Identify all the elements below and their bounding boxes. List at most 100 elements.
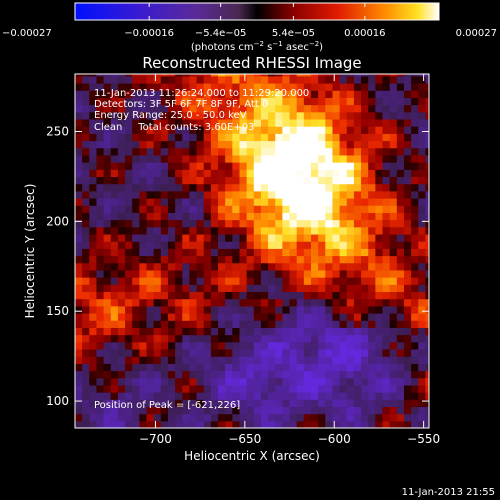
heatmap-cell — [103, 305, 112, 314]
heatmap-cell — [339, 74, 348, 77]
heatmap-cell — [210, 262, 219, 271]
heatmap-cell — [425, 370, 429, 379]
heatmap-cell — [89, 97, 98, 106]
heatmap-cell — [89, 370, 98, 379]
heatmap-cell — [139, 241, 148, 249]
heatmap-cell — [125, 147, 133, 156]
heatmap-cell — [218, 392, 226, 400]
heatmap-cell — [289, 241, 298, 249]
heatmap-cell — [425, 384, 429, 393]
heatmap-cell — [253, 190, 262, 199]
heatmap-cell — [218, 154, 226, 163]
heatmap-cell — [396, 406, 405, 415]
heatmap-cell — [260, 363, 269, 372]
heatmap-cell — [296, 284, 305, 293]
heatmap-cell — [82, 147, 90, 156]
heatmap-cell — [196, 298, 205, 307]
heatmap-cell — [368, 212, 376, 221]
heatmap-cell — [346, 111, 355, 120]
heatmap-cell — [268, 291, 276, 300]
heatmap-cell — [418, 262, 427, 271]
heatmap-cell — [246, 392, 255, 400]
heatmap-cell — [167, 75, 176, 84]
heatmap-cell — [325, 399, 334, 408]
heatmap-cell — [296, 212, 305, 221]
heatmap-cell — [139, 205, 148, 213]
heatmap-cell — [282, 384, 291, 393]
heatmap-cell — [368, 341, 376, 350]
heatmap-cell — [153, 312, 162, 321]
heatmap-cell — [203, 226, 212, 235]
heatmap-cell — [403, 183, 412, 192]
heatmap-cell — [353, 169, 362, 178]
heatmap-cell — [203, 305, 212, 314]
heatmap-cell — [218, 212, 226, 221]
heatmap-cell — [389, 305, 398, 314]
heatmap-cell — [182, 356, 191, 364]
heatmap-cell — [196, 233, 205, 242]
heatmap-cell — [132, 82, 140, 91]
heatmap-cell — [411, 241, 419, 249]
heatmap-cell — [225, 226, 233, 235]
heatmap-cell — [96, 205, 105, 213]
heatmap-cell — [139, 212, 148, 221]
heatmap-cell — [89, 75, 98, 84]
heatmap-cell — [167, 291, 176, 300]
heatmap-cell — [246, 241, 255, 249]
heatmap-cell — [260, 154, 269, 163]
heatmap-cell — [96, 363, 105, 372]
heatmap-cell — [246, 82, 255, 91]
heatmap-cell — [339, 147, 348, 156]
heatmap-cell — [403, 147, 412, 156]
heatmap-cell — [425, 190, 429, 199]
heatmap-cell — [117, 392, 126, 400]
heatmap-cell — [346, 190, 355, 199]
heatmap-cell — [332, 126, 341, 134]
heatmap-cell — [332, 291, 341, 300]
heatmap-cell — [282, 334, 291, 343]
heatmap-cell — [346, 169, 355, 178]
heatmap-cell — [146, 312, 155, 321]
heatmap-cell — [182, 219, 191, 228]
heatmap-cell — [82, 413, 90, 422]
heatmap-cell — [225, 162, 233, 170]
heatmap-cell — [232, 226, 241, 235]
heatmap-cell — [268, 219, 276, 228]
heatmap-cell — [125, 284, 133, 293]
heatmap-cell — [361, 74, 369, 77]
heatmap-cell — [282, 399, 291, 408]
heatmap-cell — [403, 176, 412, 185]
heatmap-cell — [175, 341, 183, 350]
heatmap-cell — [239, 126, 248, 134]
heatmap-cell — [346, 140, 355, 149]
heatmap-cell — [239, 269, 248, 278]
heatmap-cell — [353, 97, 362, 106]
heatmap-cell — [339, 348, 348, 357]
heatmap-cell — [260, 327, 269, 336]
heatmap-cell — [260, 75, 269, 84]
heatmap-cell — [389, 104, 398, 113]
heatmap-cell — [132, 277, 140, 285]
heatmap-cell — [153, 219, 162, 228]
heatmap-cell — [160, 399, 169, 408]
heatmap-cell — [353, 341, 362, 350]
heatmap-cell — [339, 226, 348, 235]
heatmap-cell — [325, 104, 334, 113]
heatmap-cell — [103, 118, 112, 127]
heatmap-cell — [411, 169, 419, 178]
heatmap-cell — [239, 111, 248, 120]
heatmap-cell — [318, 75, 326, 84]
heatmap-cell — [89, 348, 98, 357]
heatmap-cell — [110, 269, 119, 278]
heatmap-cell — [139, 384, 148, 393]
heatmap-cell — [132, 226, 140, 235]
heatmap-cell — [353, 226, 362, 235]
heatmap-cell — [375, 118, 384, 127]
heatmap-cell — [296, 190, 305, 199]
heatmap-cell — [325, 169, 334, 178]
heatmap-cell — [139, 413, 148, 422]
heatmap-cell — [396, 392, 405, 400]
heatmap-cell — [117, 241, 126, 249]
heatmap-cell — [110, 111, 119, 120]
heatmap-cell — [75, 82, 83, 91]
